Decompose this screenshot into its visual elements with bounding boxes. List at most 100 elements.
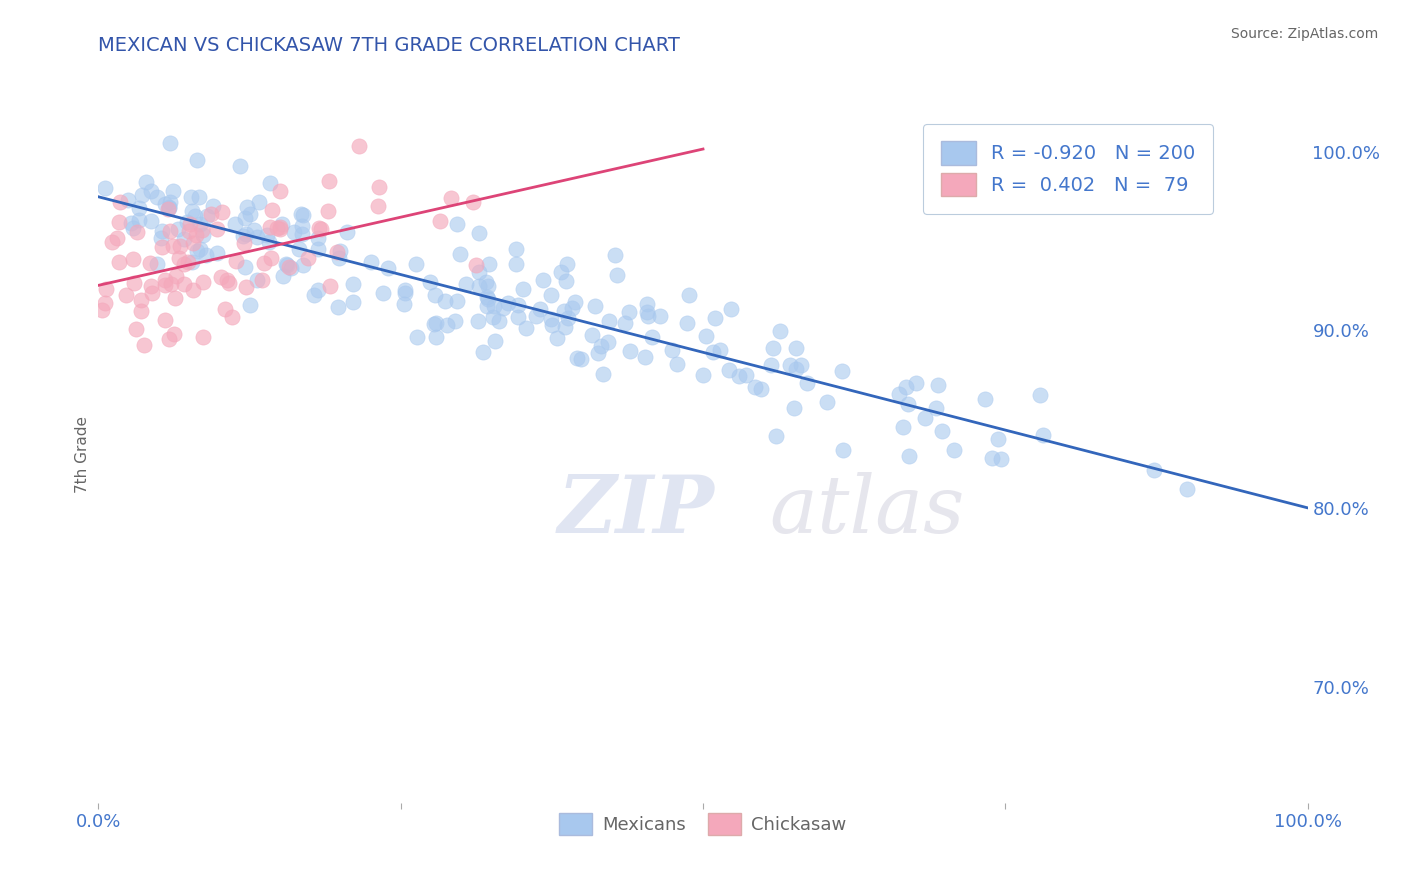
Point xyxy=(221,310,243,324)
Point xyxy=(173,277,195,292)
Point xyxy=(606,268,628,282)
Point xyxy=(328,252,350,266)
Point xyxy=(122,221,145,235)
Point xyxy=(159,224,181,238)
Point xyxy=(468,265,491,279)
Point xyxy=(765,429,787,443)
Point xyxy=(125,322,148,336)
Point xyxy=(209,269,232,284)
Point xyxy=(167,252,190,266)
Point xyxy=(107,215,129,229)
Point xyxy=(188,242,211,256)
Point xyxy=(269,222,291,236)
Point xyxy=(456,277,478,291)
Point xyxy=(163,291,186,305)
Point xyxy=(524,310,547,324)
Text: MEXICAN VS CHICKASAW 7TH GRADE CORRELATION CHART: MEXICAN VS CHICKASAW 7TH GRADE CORRELATI… xyxy=(98,36,681,54)
Point xyxy=(274,257,297,271)
Point xyxy=(146,190,169,204)
Point xyxy=(987,432,1010,446)
Point xyxy=(187,190,209,204)
Point xyxy=(515,320,537,334)
Point xyxy=(444,314,467,328)
Point xyxy=(287,242,309,256)
Point xyxy=(914,410,936,425)
Point xyxy=(302,287,325,301)
Point xyxy=(115,288,138,302)
Point xyxy=(762,341,785,355)
Point xyxy=(554,274,576,288)
Point xyxy=(107,255,129,269)
Point xyxy=(546,331,568,345)
Point xyxy=(561,301,583,315)
Point xyxy=(564,295,586,310)
Point xyxy=(889,386,911,401)
Point xyxy=(553,304,575,318)
Point xyxy=(239,207,262,221)
Point xyxy=(124,277,146,291)
Point xyxy=(474,275,496,289)
Point xyxy=(744,380,766,394)
Point xyxy=(259,176,281,190)
Point xyxy=(159,277,181,292)
Point xyxy=(131,187,153,202)
Point xyxy=(180,204,202,219)
Text: atlas: atlas xyxy=(769,472,965,549)
Point xyxy=(309,222,332,236)
Point xyxy=(153,313,176,327)
Point xyxy=(541,318,564,332)
Point xyxy=(224,217,246,231)
Point xyxy=(554,319,576,334)
Point xyxy=(735,368,758,383)
Point xyxy=(162,184,184,198)
Point xyxy=(94,180,117,194)
Point xyxy=(191,330,214,344)
Point xyxy=(692,368,714,382)
Point xyxy=(179,224,201,238)
Point xyxy=(135,175,157,189)
Point xyxy=(592,368,614,382)
Point xyxy=(176,215,198,229)
Point xyxy=(205,246,228,260)
Point xyxy=(749,382,772,396)
Point xyxy=(614,316,637,330)
Point xyxy=(149,231,172,245)
Point xyxy=(225,253,247,268)
Point xyxy=(394,283,416,297)
Text: Source: ZipAtlas.com: Source: ZipAtlas.com xyxy=(1230,27,1378,41)
Point xyxy=(785,361,807,376)
Point xyxy=(636,297,658,311)
Point xyxy=(229,159,252,173)
Point xyxy=(371,285,394,300)
Point xyxy=(162,238,184,252)
Point xyxy=(150,240,173,254)
Point xyxy=(678,288,700,302)
Point xyxy=(235,227,257,241)
Point xyxy=(214,301,236,316)
Point xyxy=(271,268,294,283)
Point xyxy=(550,265,572,279)
Point xyxy=(253,256,276,270)
Point xyxy=(467,314,489,328)
Point xyxy=(779,358,801,372)
Point xyxy=(146,257,169,271)
Point xyxy=(197,209,219,223)
Point xyxy=(634,350,657,364)
Point xyxy=(482,299,505,313)
Point xyxy=(173,257,195,271)
Point xyxy=(235,280,257,294)
Point xyxy=(1029,388,1052,402)
Point xyxy=(641,329,664,343)
Point xyxy=(897,397,920,411)
Point xyxy=(291,219,314,234)
Point xyxy=(720,301,742,316)
Point xyxy=(981,451,1004,466)
Point xyxy=(540,287,562,301)
Point xyxy=(150,224,173,238)
Point xyxy=(429,214,451,228)
Point xyxy=(108,195,131,210)
Point xyxy=(128,201,150,215)
Point xyxy=(1032,427,1054,442)
Point xyxy=(617,304,640,318)
Point xyxy=(482,310,505,325)
